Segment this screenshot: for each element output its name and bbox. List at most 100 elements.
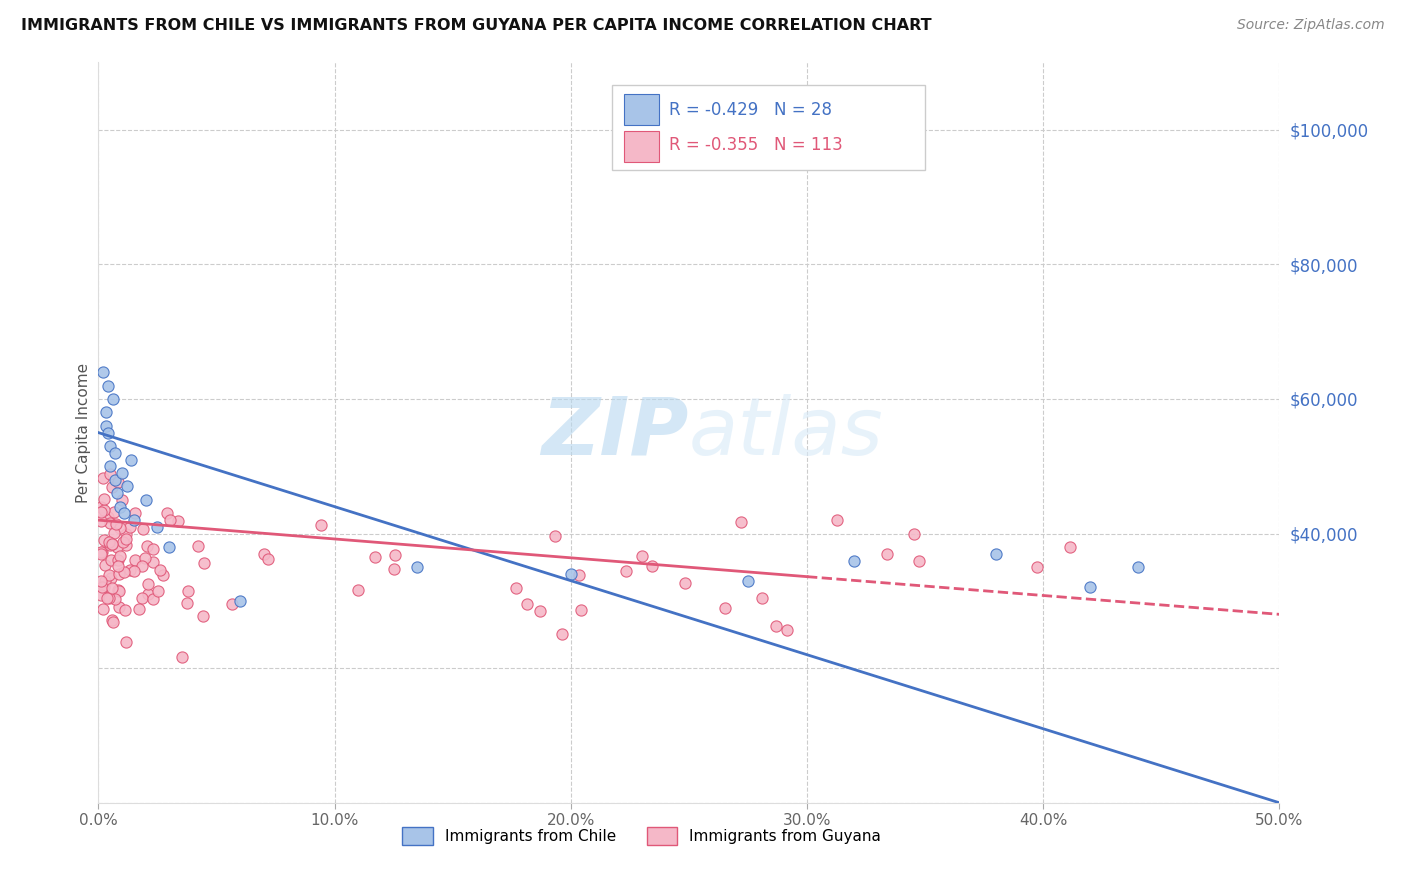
Point (136, 587, 159, 601)
Y-axis label: Per Capita Income: Per Capita Income (76, 362, 91, 503)
Point (104, 473, 127, 487)
Point (93, 533, 115, 547)
Point (1080, 581, 1102, 595)
Point (104, 591, 127, 606)
Point (90, 506, 112, 520)
Point (176, 596, 198, 610)
Point (112, 535, 135, 549)
Point (135, 492, 157, 507)
Point (98, 467, 121, 481)
Point (1126, 560, 1149, 574)
Point (108, 549, 131, 564)
Text: atlas: atlas (689, 393, 884, 472)
Point (108, 520, 131, 534)
Point (156, 506, 179, 520)
Point (142, 591, 165, 606)
Point (406, 560, 429, 574)
Point (101, 537, 124, 551)
Point (108, 500, 131, 514)
Point (187, 539, 209, 553)
Point (107, 475, 129, 490)
Point (984, 547, 1007, 561)
Point (157, 540, 180, 554)
Point (93, 581, 115, 595)
Point (97, 378, 120, 392)
Point (115, 635, 138, 649)
Point (108, 600, 131, 615)
Point (148, 584, 170, 599)
Point (91, 471, 114, 485)
Point (97, 509, 120, 524)
Point (98, 568, 121, 582)
Point (100, 553, 122, 567)
Point (97, 591, 120, 605)
Point (505, 581, 527, 595)
Point (257, 552, 280, 566)
Point (93, 503, 115, 517)
Point (907, 553, 929, 567)
Point (103, 525, 125, 540)
Point (641, 558, 664, 573)
Point (551, 627, 574, 641)
Text: R = -0.355   N = 113: R = -0.355 N = 113 (669, 136, 842, 154)
Point (100, 572, 122, 586)
Point (730, 516, 752, 530)
Point (93, 491, 115, 506)
Point (876, 547, 898, 561)
Point (100, 536, 122, 550)
Point (142, 542, 165, 557)
Point (98, 459, 121, 474)
Point (673, 576, 696, 591)
Point (90, 514, 112, 528)
Point (309, 518, 332, 533)
Point (714, 601, 737, 615)
Point (167, 514, 190, 528)
Point (1026, 560, 1049, 574)
Point (614, 564, 637, 578)
Point (118, 519, 141, 533)
FancyBboxPatch shape (624, 131, 659, 162)
Point (630, 549, 652, 563)
Point (112, 566, 135, 580)
Point (105, 541, 128, 555)
Point (115, 527, 138, 541)
Point (90, 500, 112, 514)
Point (104, 446, 127, 460)
Point (108, 583, 131, 598)
Point (98, 516, 121, 530)
Point (111, 492, 134, 507)
Point (134, 551, 156, 566)
Point (347, 582, 370, 597)
Point (97, 425, 120, 440)
Point (384, 548, 406, 562)
Point (105, 486, 128, 500)
Point (152, 567, 174, 582)
Point (191, 608, 214, 623)
Point (170, 649, 193, 664)
Point (132, 522, 155, 536)
Point (737, 574, 759, 588)
Point (98, 538, 121, 552)
Point (107, 582, 129, 597)
Point (176, 584, 198, 599)
Point (569, 603, 592, 617)
Point (94, 405, 117, 419)
Point (516, 597, 538, 611)
Point (112, 507, 135, 521)
Point (751, 591, 773, 605)
Point (104, 516, 127, 531)
Point (90, 574, 112, 589)
FancyBboxPatch shape (612, 85, 925, 169)
Point (146, 520, 169, 534)
Point (90, 547, 112, 561)
Point (229, 594, 252, 608)
Point (567, 568, 589, 582)
Point (115, 533, 138, 547)
Point (107, 558, 129, 573)
Text: ZIP: ZIP (541, 393, 689, 472)
Point (94, 574, 117, 588)
Point (101, 392, 124, 406)
Point (94, 558, 117, 572)
Point (844, 553, 866, 567)
Point (159, 513, 181, 527)
